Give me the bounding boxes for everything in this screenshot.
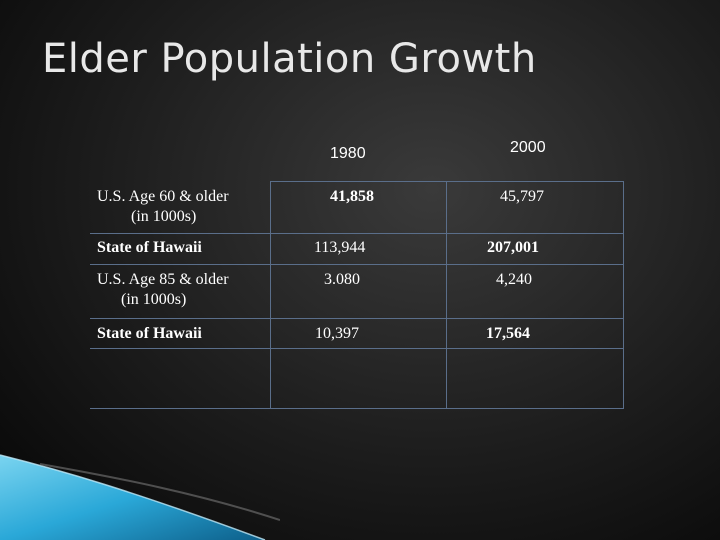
slide-title: Elder Population Growth xyxy=(42,36,537,82)
value-1980: 41,858 xyxy=(330,188,374,205)
row-label: U.S. Age 60 & older (in 1000s) xyxy=(97,187,229,227)
table-line xyxy=(270,181,271,409)
value-1980: 113,944 xyxy=(314,239,366,256)
value-2000: 207,001 xyxy=(487,239,539,256)
table-line xyxy=(623,181,624,409)
value-2000: 4,240 xyxy=(496,271,532,288)
data-table: U.S. Age 60 & older (in 1000s) 41,858 45… xyxy=(90,181,624,409)
row-label-line: U.S. Age 85 & older xyxy=(97,271,229,288)
col-header-2000: 2000 xyxy=(510,139,546,156)
decorative-swoosh xyxy=(0,454,280,540)
value-1980: 3.080 xyxy=(324,271,360,288)
table-line xyxy=(270,181,624,182)
table-line xyxy=(446,181,447,409)
row-label-line: (in 1000s) xyxy=(131,208,197,225)
row-label: State of Hawaii xyxy=(97,239,202,256)
row-label-line: (in 1000s) xyxy=(121,291,187,308)
value-2000: 45,797 xyxy=(500,188,544,205)
row-label-line: U.S. Age 60 & older xyxy=(97,188,229,205)
value-2000: 17,564 xyxy=(486,325,530,342)
table-line xyxy=(90,233,624,234)
row-label: U.S. Age 85 & older (in 1000s) xyxy=(97,270,229,310)
table-line xyxy=(90,348,624,349)
col-header-1980: 1980 xyxy=(330,145,366,162)
table-line xyxy=(90,408,624,409)
row-label: State of Hawaii xyxy=(97,325,202,342)
value-1980: 10,397 xyxy=(315,325,359,342)
table-line xyxy=(90,264,624,265)
table-line xyxy=(90,318,624,319)
